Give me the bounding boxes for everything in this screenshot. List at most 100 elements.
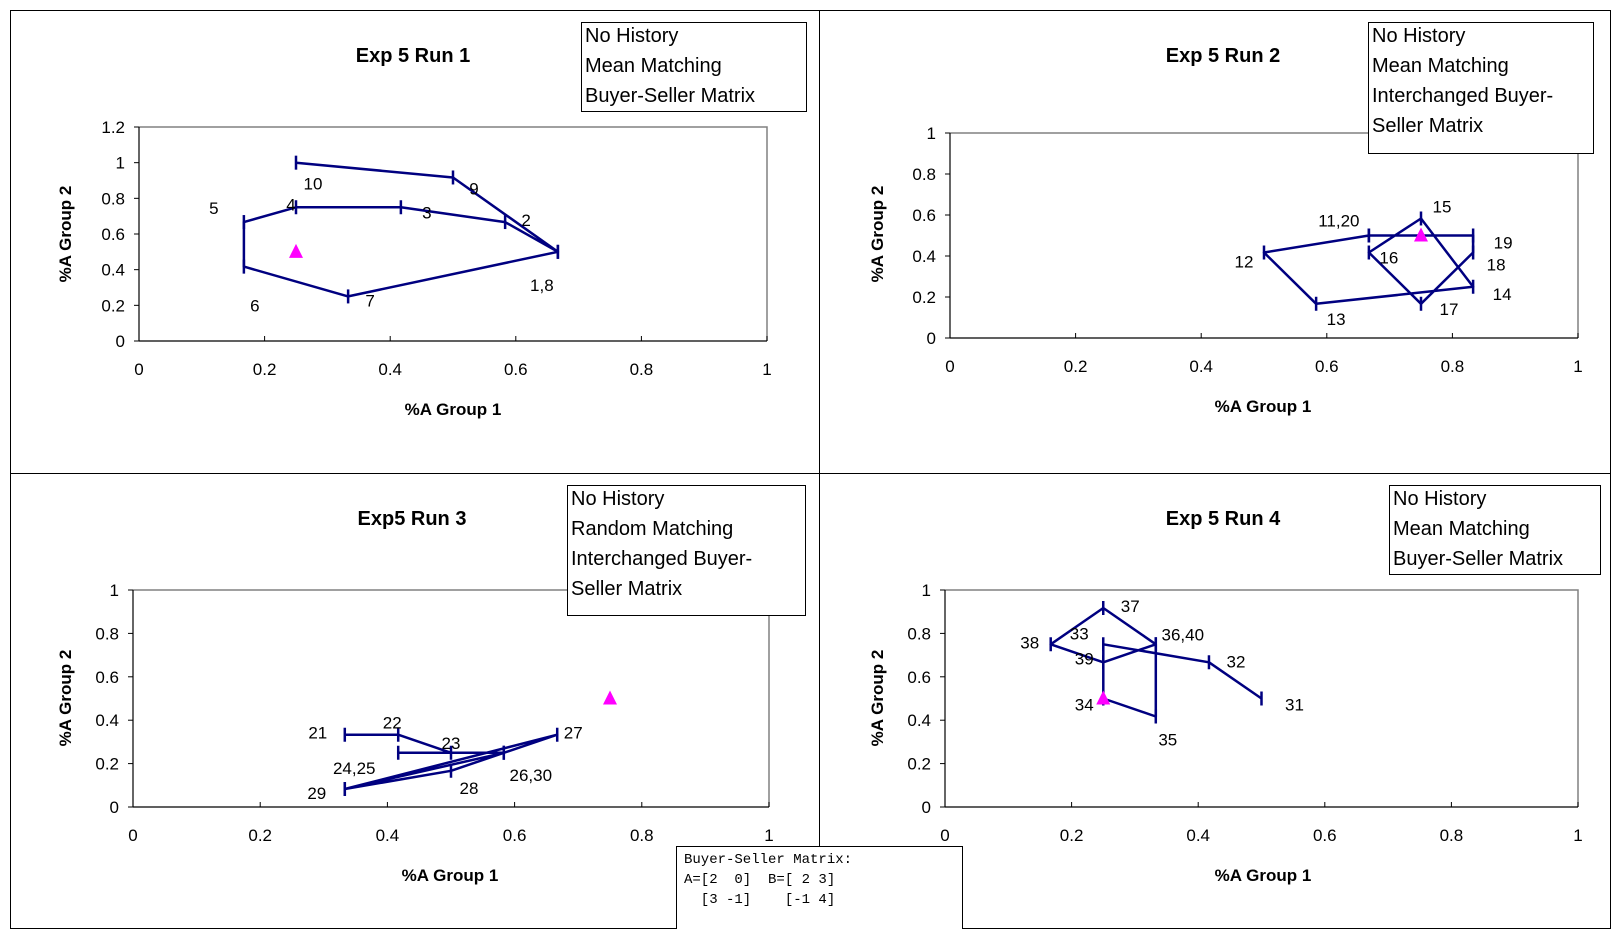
condition-note-line: Mean Matching: [1372, 55, 1509, 77]
point-label: 19: [1494, 234, 1513, 253]
condition-note-box: [581, 22, 807, 112]
x-axis-label: %A Group 1: [1215, 866, 1312, 885]
x-tick-label: 0: [940, 826, 949, 845]
point-label: 2: [521, 211, 530, 230]
chart-title: Exp5 Run 3: [358, 508, 467, 530]
condition-note-line: Seller Matrix: [1372, 115, 1483, 137]
y-axis-label: %A Group 2: [56, 186, 75, 283]
x-tick-label: 0.8: [1440, 826, 1464, 845]
condition-note-box: [1368, 22, 1594, 154]
point-label: 28: [460, 779, 479, 798]
y-tick-label: 0: [927, 329, 936, 348]
point-label: 16: [1379, 249, 1398, 268]
trajectory-line: [1049, 606, 1263, 718]
y-tick-label: 0.2: [912, 288, 936, 307]
x-tick-label: 0.6: [1313, 826, 1337, 845]
y-tick-label: 0.4: [95, 711, 119, 730]
y-tick-label: 0.6: [907, 668, 931, 687]
y-tick-label: 1: [110, 581, 119, 600]
x-tick-label: 0.2: [1064, 357, 1088, 376]
x-axis-label: %A Group 1: [402, 866, 499, 885]
point-label: 10: [304, 175, 323, 194]
condition-note-line: No History: [1393, 488, 1486, 510]
condition-note-line: No History: [1372, 25, 1465, 47]
y-tick-label: 0: [116, 332, 125, 351]
point-label: 24,25: [333, 759, 376, 778]
chart-title: Exp 5 Run 1: [356, 45, 470, 67]
x-tick-label: 0.2: [248, 826, 272, 845]
point-label: 32: [1227, 652, 1246, 671]
x-axis-label: %A Group 1: [1215, 397, 1312, 416]
matrix-note-line: [3 -1] [-1 4]: [684, 892, 835, 908]
point-label: 33: [1070, 624, 1089, 643]
point-label: 9: [469, 179, 478, 198]
point-label: 1,8: [530, 276, 554, 295]
trajectory-line: [242, 161, 560, 298]
y-tick-label: 0.4: [912, 247, 936, 266]
condition-note-line: Interchanged Buyer-: [571, 548, 752, 570]
x-tick-label: 0.4: [376, 826, 400, 845]
condition-note-line: Buyer-Seller Matrix: [1393, 548, 1563, 570]
x-tick-label: 0.8: [630, 826, 654, 845]
x-tick-label: 0: [134, 360, 143, 379]
y-tick-label: 1.2: [101, 118, 125, 137]
point-label: 38: [1020, 633, 1039, 652]
point-label: 14: [1493, 285, 1512, 304]
y-tick-label: 0.6: [912, 206, 936, 225]
point-label: 13: [1327, 310, 1346, 329]
chart-title: Exp 5 Run 2: [1166, 45, 1280, 67]
x-tick-label: 0.6: [503, 826, 527, 845]
y-tick-label: 0.6: [95, 668, 119, 687]
chart-panel-3: 0 0.2 0.4 0.6 0.8 1 0 0.2 0.4 0.6 0.8 1 Exp5 Run 3 %A…: [56, 485, 806, 885]
equilibrium-marker: [1414, 227, 1428, 242]
y-tick-label: 0.6: [101, 225, 125, 244]
point-label: 21: [308, 724, 327, 743]
point-label: 39: [1075, 649, 1094, 668]
chart-panel-2: 0 0.2 0.4 0.6 0.8 1 0 0.2 0.4 0.6 0.8 1 Exp 5 Run 2%…: [868, 22, 1594, 416]
x-tick-label: 0.8: [630, 360, 654, 379]
matrix-note-box: [676, 846, 963, 929]
y-tick-label: 0.8: [95, 624, 119, 643]
x-tick-label: 0.4: [1189, 357, 1213, 376]
y-axis-label: %A Group 2: [868, 186, 887, 283]
point-label: 31: [1285, 696, 1304, 715]
condition-note-line: Interchanged Buyer-: [1372, 85, 1553, 107]
point-label: 27: [564, 724, 583, 743]
chart-panel-4: 0 0.2 0.4 0.6 0.8 1 0 0.2 0.4 0.6 0.8 1 Exp 5 Run 4%…: [868, 485, 1601, 885]
point-label: 12: [1235, 253, 1254, 272]
x-tick-label: 0.6: [1315, 357, 1339, 376]
point-label: 3: [422, 203, 431, 222]
condition-note-line: No History: [571, 488, 664, 510]
condition-note-box: [1389, 485, 1601, 575]
condition-note-box: [567, 485, 806, 616]
x-tick-label: 0.6: [504, 360, 528, 379]
point-label: 4: [286, 195, 295, 214]
y-tick-label: 1: [922, 581, 931, 600]
equilibrium-marker: [603, 690, 617, 705]
y-tick-label: 0.8: [907, 624, 931, 643]
y-tick-label: 0: [922, 798, 931, 817]
plot-area-border: [950, 132, 1579, 338]
condition-note-line: Random Matching: [571, 518, 733, 540]
y-tick-label: 0.8: [912, 165, 936, 184]
point-label: 36,40: [1162, 625, 1205, 644]
x-tick-label: 1: [762, 360, 771, 379]
chart-title: Exp 5 Run 4: [1166, 508, 1281, 530]
y-axis-label: %A Group 2: [56, 650, 75, 747]
condition-note-line: Buyer-Seller Matrix: [585, 85, 755, 107]
point-label: 7: [365, 291, 374, 310]
point-label: 34: [1075, 696, 1094, 715]
x-tick-label: 1: [764, 826, 773, 845]
matrix-note-line: A=[2 0] B=[ 2 3]: [684, 872, 835, 888]
x-tick-label: 0.2: [253, 360, 277, 379]
point-label: 11,20: [1318, 212, 1359, 231]
point-label: 23: [442, 734, 461, 753]
condition-note-line: Seller Matrix: [571, 578, 682, 600]
condition-note-line: Mean Matching: [1393, 518, 1530, 540]
equilibrium-marker: [289, 243, 303, 258]
equilibrium-marker: [1096, 690, 1111, 705]
y-tick-label: 1: [116, 154, 125, 173]
x-tick-label: 1: [1573, 826, 1582, 845]
